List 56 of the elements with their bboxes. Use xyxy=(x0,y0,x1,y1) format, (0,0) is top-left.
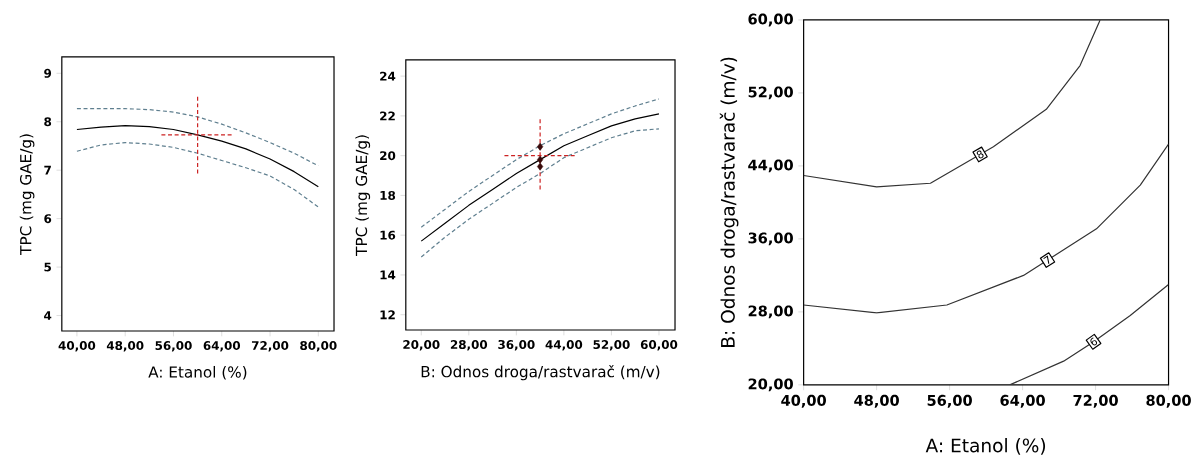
y-tick-label: 14 xyxy=(380,270,396,280)
x-tick-label: 64,00 xyxy=(1000,395,1045,408)
point xyxy=(537,142,544,151)
x-axis-title: A: Etanol (%) xyxy=(148,366,247,380)
y-tick-label: 6 xyxy=(44,214,52,224)
y-tick-label: 4 xyxy=(44,311,52,321)
y-tick-label: 24 xyxy=(380,71,396,81)
x-tick-label: 48,00 xyxy=(106,341,144,352)
y-tick-label: 9 xyxy=(44,68,52,78)
y-axis-title: TPC (mg GAE/g) xyxy=(19,134,35,256)
y-tick-label: 20,00 xyxy=(748,378,793,392)
point xyxy=(537,162,544,171)
text: 7 xyxy=(1043,255,1050,265)
y-tick-label: 52,00 xyxy=(748,86,793,100)
x-tick-label: 60,00 xyxy=(640,340,678,351)
x-tick-label: 64,00 xyxy=(203,341,241,352)
y-tick-label: 12 xyxy=(380,310,395,320)
text: 8 xyxy=(976,150,984,159)
y-tick-label: 22 xyxy=(380,111,395,121)
line-series xyxy=(803,143,1169,314)
y-tick-label: 60,00 xyxy=(748,13,793,27)
x-tick-label: 52,00 xyxy=(593,340,630,351)
x-tick-label: 48,00 xyxy=(854,395,899,408)
line-series xyxy=(76,142,319,208)
x-tick-label: 28,00 xyxy=(450,340,488,351)
y-tick-label: 7 xyxy=(44,166,51,175)
y-tick-label: 5 xyxy=(44,262,51,272)
y-tick-label: 18 xyxy=(380,191,396,201)
point xyxy=(537,155,544,164)
x-tick-label: 80,00 xyxy=(1146,395,1191,408)
y-tick-label: 44,00 xyxy=(748,159,793,173)
x-tick-label: 72,00 xyxy=(251,341,289,352)
line-series xyxy=(420,113,660,242)
x-axis-title: B: Odnos droga/rastvarač (m/v) xyxy=(421,365,660,381)
x-axis-title: A: Etanol (%) xyxy=(925,438,1046,455)
y-tick-label: 16 xyxy=(380,230,396,240)
line-series xyxy=(803,20,1101,188)
line-series xyxy=(1009,284,1169,386)
x-tick-label: 36,00 xyxy=(498,340,535,351)
x-tick-label: 56,00 xyxy=(927,395,972,408)
x-tick-label: 40,00 xyxy=(781,395,826,408)
x-tick-label: 80,00 xyxy=(300,341,337,352)
x-tick-label: 72,00 xyxy=(1073,395,1118,408)
line-series xyxy=(76,125,319,188)
y-tick-label: 36,00 xyxy=(748,232,793,246)
x-tick-label: 56,00 xyxy=(155,341,192,352)
y-axis-title: B: Odnos droga/rastvarač (m/v) xyxy=(719,57,739,348)
series-label: 6 xyxy=(1090,337,1098,346)
y-tick-label: 8 xyxy=(44,117,52,127)
line-series xyxy=(420,128,660,258)
x-tick-label: 44,00 xyxy=(545,340,583,351)
y-tick-label: 28,00 xyxy=(748,305,793,319)
x-tick-label: 20,00 xyxy=(403,340,440,351)
y-axis-title: TPC (mg GAE/g) xyxy=(355,135,371,257)
x-tick-label: 40,00 xyxy=(58,341,96,352)
y-tick-label: 20 xyxy=(380,151,396,161)
